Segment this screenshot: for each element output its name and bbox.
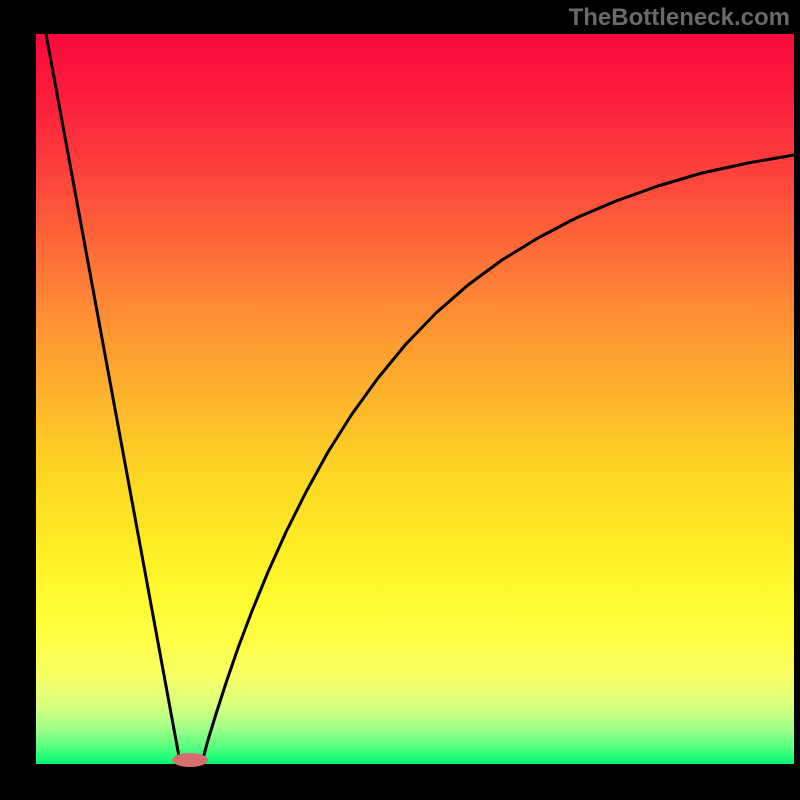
optimum-marker xyxy=(172,753,208,767)
plot-area xyxy=(36,34,794,764)
bottleneck-chart xyxy=(0,0,800,800)
chart-container: TheBottleneck.com xyxy=(0,0,800,800)
watermark-text: TheBottleneck.com xyxy=(569,4,790,32)
